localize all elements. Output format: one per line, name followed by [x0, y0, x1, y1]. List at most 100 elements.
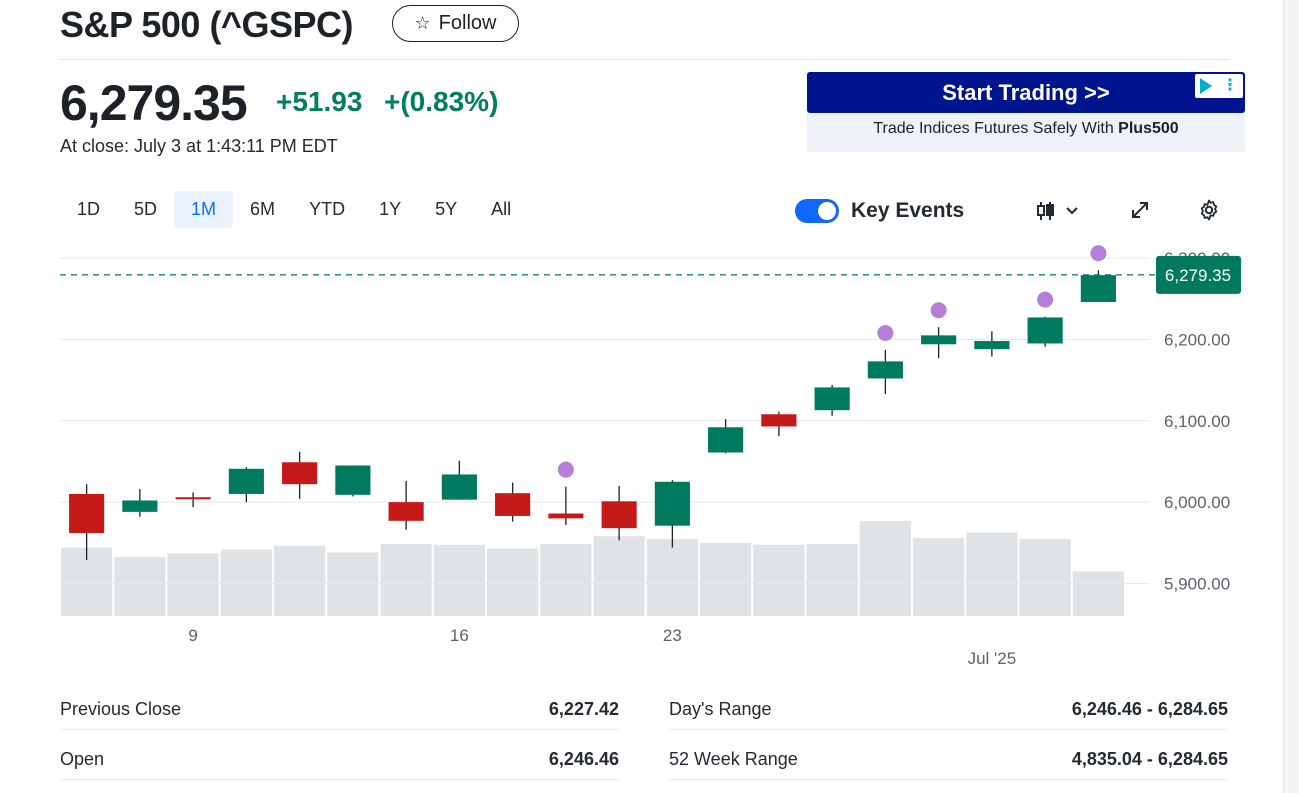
stat-row: Open 6,246.46: [60, 740, 619, 780]
ad-headline: Start Trading >>: [942, 79, 1110, 105]
ad-brand: Plus500: [1118, 120, 1179, 137]
x-tick-label: 9: [188, 626, 197, 645]
ad-subline-text: Trade Indices Futures Safely With: [873, 120, 1119, 137]
key-event-marker: [1037, 291, 1054, 308]
candle-up: [1080, 275, 1116, 302]
stat-row: Previous Close 6,227.42: [60, 690, 619, 730]
candle-down: [388, 502, 424, 521]
follow-button[interactable]: ☆ Follow: [392, 5, 519, 42]
range-tab-6m[interactable]: 6M: [250, 199, 276, 219]
ad-subline: Trade Indices Futures Safely With Plus50…: [807, 120, 1245, 138]
gear-icon[interactable]: [1197, 198, 1221, 222]
volume-bar: [380, 543, 432, 616]
volume-bar: [220, 549, 272, 616]
volume-bar: [487, 548, 539, 616]
time-range-tabs: 1D 5D 1M 6M YTD 1Y 5Y All: [60, 191, 528, 228]
candle-down: [761, 414, 797, 427]
stat-value: 4,835.04 - 6,284.65: [1071, 749, 1228, 769]
candle-up: [921, 335, 957, 345]
volume-bar: [753, 544, 805, 616]
stat-label: Previous Close: [60, 699, 182, 719]
star-icon: ☆: [414, 13, 431, 33]
candle-up: [867, 361, 903, 379]
chevron-down-icon: [1066, 207, 1078, 215]
header-divider: [60, 59, 1230, 60]
ad-banner[interactable]: Start Trading >> ⋮ Trade Indices Futures…: [807, 72, 1245, 152]
candle-up: [1027, 317, 1063, 344]
toggle-knob: [818, 202, 836, 220]
market-close-time: At close: July 3 at 1:43:11 PM EDT: [60, 136, 338, 156]
adchoices-play-icon: [1200, 78, 1212, 94]
volume-bar: [433, 544, 485, 616]
price-change-percent: +(0.83%): [384, 86, 499, 117]
page-title: S&P 500 (^GSPC): [60, 4, 353, 45]
ad-cta-button[interactable]: Start Trading >>: [807, 72, 1245, 113]
y-tick-label: 5,900.00: [1164, 574, 1230, 593]
candle-down: [495, 493, 531, 516]
ad-choices[interactable]: ⋮: [1195, 74, 1243, 98]
stat-row: Day's Range 6,246.46 - 6,284.65: [669, 690, 1228, 730]
volume-bar: [966, 532, 1018, 616]
candle-down: [69, 493, 105, 534]
volume-bar: [274, 545, 326, 616]
range-tab-all[interactable]: All: [491, 199, 512, 219]
key-events-toggle[interactable]: [795, 199, 839, 223]
key-event-marker: [877, 324, 894, 341]
candle-up: [228, 468, 264, 494]
volume-bar: [700, 542, 752, 616]
x-tick-label: 23: [663, 626, 682, 645]
candle-down: [601, 501, 637, 529]
current-price: 6,279.35: [60, 75, 248, 131]
price-change: +51.93: [276, 86, 363, 117]
range-tab-ytd[interactable]: YTD: [309, 199, 346, 219]
volume-bar: [646, 539, 698, 616]
volume-bar: [1019, 539, 1071, 616]
candlestick-icon: [1037, 202, 1054, 220]
candlestick-chart[interactable]: 6,300.006,200.006,100.006,000.005,900.00…: [0, 236, 1283, 676]
candle-up: [441, 474, 477, 500]
follow-label: Follow: [438, 12, 497, 34]
stat-label: 52 Week Range: [669, 749, 798, 769]
volume-bar: [114, 557, 166, 616]
range-tab-1d[interactable]: 1D: [77, 199, 101, 219]
current-price-tag: [1156, 255, 1241, 294]
volume-bar: [540, 543, 592, 616]
expand-icon[interactable]: [1128, 198, 1152, 222]
candle-down: [175, 497, 211, 500]
candle-up: [122, 500, 158, 512]
price-chart[interactable]: 6,300.006,200.006,100.006,000.005,900.00…: [0, 236, 1283, 676]
y-tick-label: 6,000.00: [1164, 493, 1230, 512]
stat-value: 6,246.46 - 6,284.65: [1071, 699, 1228, 719]
stat-label: Day's Range: [669, 699, 772, 719]
candle-up: [654, 481, 690, 526]
stat-value: 6,227.42: [548, 699, 619, 719]
range-tab-5d[interactable]: 5D: [134, 199, 158, 219]
candle-up: [974, 341, 1010, 350]
y-tick-label: 6,200.00: [1164, 330, 1230, 349]
stat-label: Open: [60, 749, 105, 769]
range-tab-1y[interactable]: 1Y: [379, 199, 402, 219]
volume-bar: [913, 538, 965, 616]
range-tab-1m[interactable]: 1M: [174, 191, 234, 228]
candle-up: [708, 427, 744, 453]
candle-up: [335, 465, 371, 495]
chart-type-dropdown[interactable]: [1036, 199, 1082, 223]
ad-menu-icon[interactable]: ⋮: [1222, 77, 1238, 94]
x-tick-label: Jul '25: [968, 649, 1017, 668]
page-scrollbar[interactable]: [1283, 0, 1299, 793]
current-price-label: 6,279.35: [1165, 266, 1231, 285]
key-event-marker: [1090, 245, 1107, 262]
x-tick-label: 16: [450, 626, 469, 645]
candle-down: [282, 462, 318, 485]
volume-bar: [593, 536, 645, 616]
key-event-marker: [930, 302, 947, 319]
volume-bar: [1072, 571, 1124, 616]
stat-row: 52 Week Range 4,835.04 - 6,284.65: [669, 740, 1228, 780]
volume-bar: [167, 553, 219, 616]
key-events-label: Key Events: [851, 199, 965, 222]
volume-bar: [859, 521, 911, 616]
range-tab-5y[interactable]: 5Y: [435, 199, 458, 219]
stat-value: 6,246.46: [548, 749, 619, 769]
y-tick-label: 6,100.00: [1164, 412, 1230, 431]
